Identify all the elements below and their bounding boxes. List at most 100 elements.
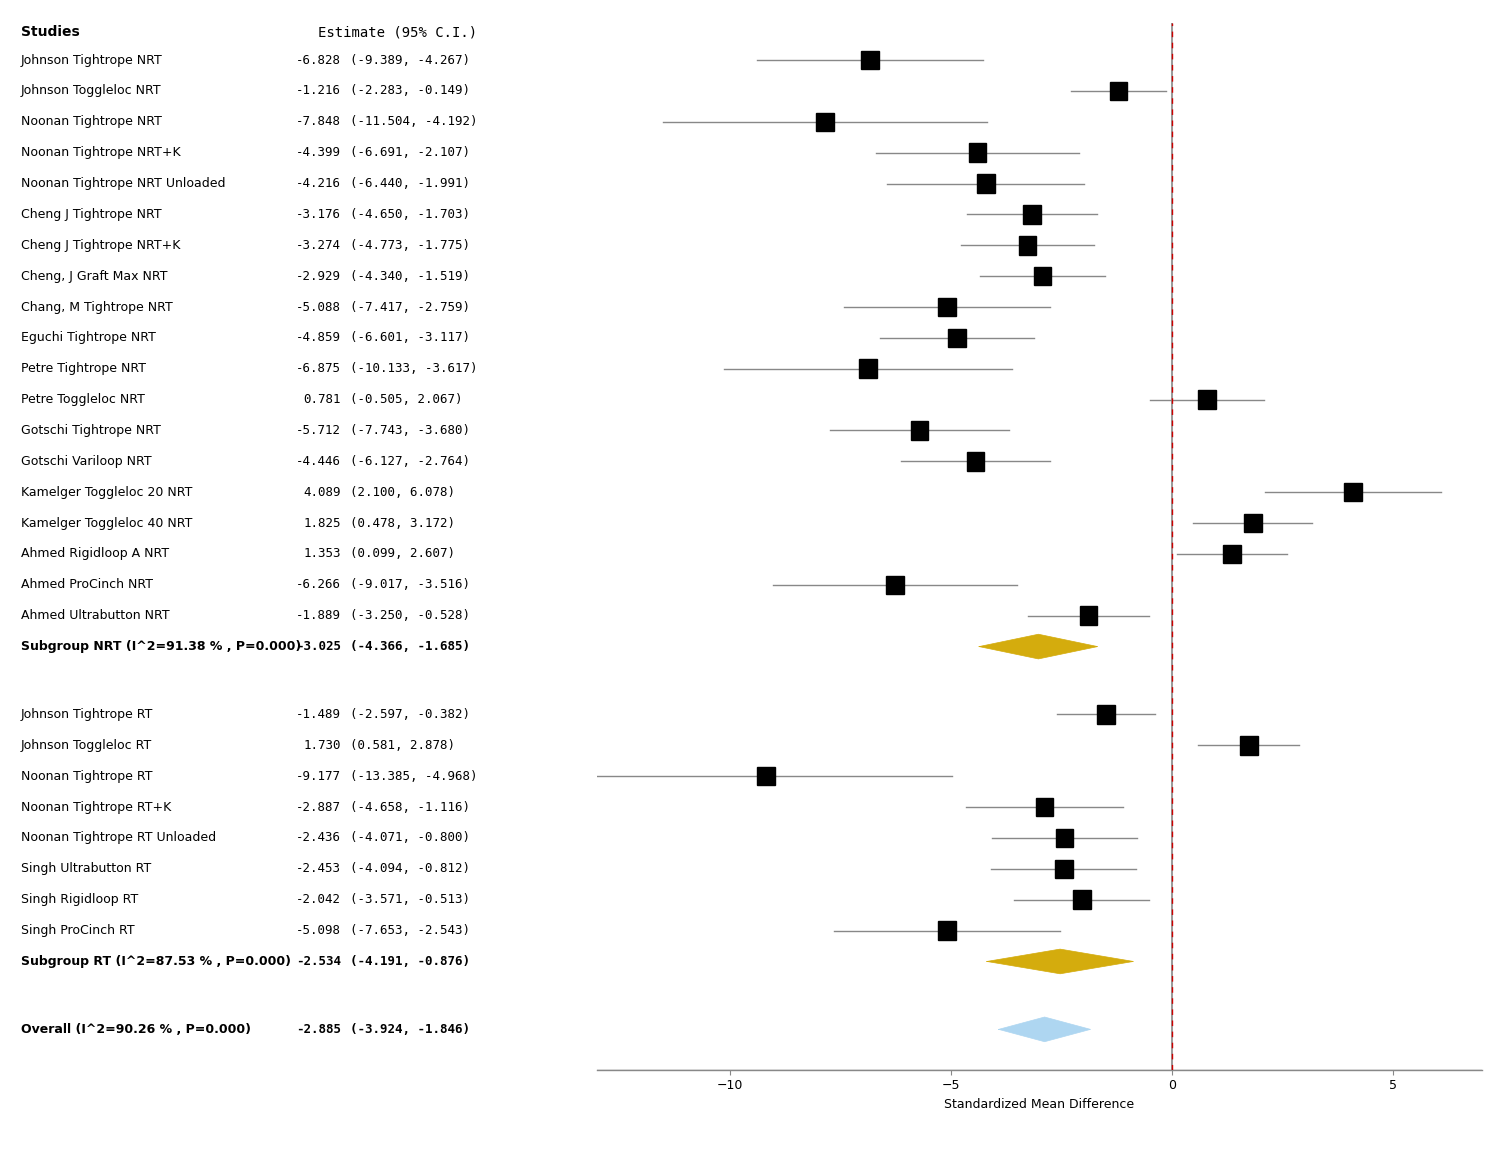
Text: (-13.385, -4.968): (-13.385, -4.968) <box>349 769 478 783</box>
Text: (2.100, 6.078): (2.100, 6.078) <box>349 485 455 499</box>
Polygon shape <box>980 635 1098 659</box>
Text: -3.274: -3.274 <box>296 239 342 252</box>
FancyBboxPatch shape <box>1223 545 1241 564</box>
Text: Petre Tightrope NRT: Petre Tightrope NRT <box>21 362 147 375</box>
Text: Petre Toggleloc NRT: Petre Toggleloc NRT <box>21 393 145 406</box>
Text: -4.859: -4.859 <box>296 331 342 344</box>
FancyBboxPatch shape <box>1055 829 1074 848</box>
FancyBboxPatch shape <box>1240 736 1258 754</box>
Text: (-3.250, -0.528): (-3.250, -0.528) <box>349 610 470 622</box>
Text: (-6.691, -2.107): (-6.691, -2.107) <box>349 146 470 159</box>
Text: -3.025: -3.025 <box>296 641 342 653</box>
FancyBboxPatch shape <box>948 329 966 347</box>
FancyBboxPatch shape <box>862 51 878 69</box>
Text: (-7.417, -2.759): (-7.417, -2.759) <box>349 300 470 314</box>
Text: (-3.924, -1.846): (-3.924, -1.846) <box>349 1022 470 1036</box>
Text: Cheng J Tightrope NRT: Cheng J Tightrope NRT <box>21 208 162 221</box>
Text: (-2.597, -0.382): (-2.597, -0.382) <box>349 708 470 721</box>
Text: (0.478, 3.172): (0.478, 3.172) <box>349 516 455 530</box>
Text: Estimate (95% C.I.): Estimate (95% C.I.) <box>318 25 476 39</box>
Text: -4.399: -4.399 <box>296 146 342 159</box>
Text: -6.828: -6.828 <box>296 54 342 67</box>
Text: (-2.283, -0.149): (-2.283, -0.149) <box>349 84 470 98</box>
Text: (-11.504, -4.192): (-11.504, -4.192) <box>349 115 478 129</box>
Text: -2.436: -2.436 <box>296 831 342 844</box>
FancyBboxPatch shape <box>1055 859 1072 879</box>
Text: -3.176: -3.176 <box>296 208 342 221</box>
Text: Ahmed Rigidloop A NRT: Ahmed Rigidloop A NRT <box>21 547 169 560</box>
Polygon shape <box>987 949 1134 974</box>
Text: Kamelger Toggleloc 40 NRT: Kamelger Toggleloc 40 NRT <box>21 516 192 530</box>
Text: (-0.505, 2.067): (-0.505, 2.067) <box>349 393 463 406</box>
FancyBboxPatch shape <box>1198 390 1216 409</box>
Text: (-4.366, -1.685): (-4.366, -1.685) <box>349 641 470 653</box>
Text: -7.848: -7.848 <box>296 115 342 129</box>
Text: 4.089: 4.089 <box>304 485 342 499</box>
Text: Subgroup RT (I^2=87.53 % , P=0.000): Subgroup RT (I^2=87.53 % , P=0.000) <box>21 954 290 968</box>
Text: (-4.071, -0.800): (-4.071, -0.800) <box>349 831 470 844</box>
Text: (-7.653, -2.543): (-7.653, -2.543) <box>349 925 470 937</box>
Text: -1.216: -1.216 <box>296 84 342 98</box>
Text: (-4.094, -0.812): (-4.094, -0.812) <box>349 862 470 875</box>
Text: -6.875: -6.875 <box>296 362 342 375</box>
Text: (-7.743, -3.680): (-7.743, -3.680) <box>349 424 470 437</box>
Text: (-10.133, -3.617): (-10.133, -3.617) <box>349 362 478 375</box>
Text: (-4.650, -1.703): (-4.650, -1.703) <box>349 208 470 221</box>
Text: -5.098: -5.098 <box>296 925 342 937</box>
FancyBboxPatch shape <box>1244 514 1261 532</box>
Text: Johnson Tightrope NRT: Johnson Tightrope NRT <box>21 54 163 67</box>
Text: Studies: Studies <box>21 25 80 39</box>
Text: Gotschi Variloop NRT: Gotschi Variloop NRT <box>21 455 151 468</box>
Polygon shape <box>998 1017 1090 1042</box>
Text: Overall (I^2=90.26 % , P=0.000): Overall (I^2=90.26 % , P=0.000) <box>21 1022 251 1036</box>
FancyBboxPatch shape <box>1074 890 1090 908</box>
Text: (-6.601, -3.117): (-6.601, -3.117) <box>349 331 470 344</box>
FancyBboxPatch shape <box>937 921 956 940</box>
Text: Chang, M Tightrope NRT: Chang, M Tightrope NRT <box>21 300 172 314</box>
Text: Cheng, J Graft Max NRT: Cheng, J Graft Max NRT <box>21 269 168 283</box>
Text: 1.730: 1.730 <box>304 738 342 752</box>
FancyBboxPatch shape <box>939 298 956 316</box>
FancyBboxPatch shape <box>1344 483 1362 501</box>
FancyBboxPatch shape <box>910 421 928 439</box>
Text: Subgroup NRT (I^2=91.38 % , P=0.000): Subgroup NRT (I^2=91.38 % , P=0.000) <box>21 641 301 653</box>
Text: -5.088: -5.088 <box>296 300 342 314</box>
Text: Johnson Toggleloc NRT: Johnson Toggleloc NRT <box>21 84 162 98</box>
FancyBboxPatch shape <box>1098 705 1116 723</box>
Text: Ahmed Ultrabutton NRT: Ahmed Ultrabutton NRT <box>21 610 169 622</box>
FancyBboxPatch shape <box>966 452 984 470</box>
Text: (-4.773, -1.775): (-4.773, -1.775) <box>349 239 470 252</box>
Text: -9.177: -9.177 <box>296 769 342 783</box>
Text: -2.887: -2.887 <box>296 800 342 813</box>
Text: Noonan Tightrope NRT Unloaded: Noonan Tightrope NRT Unloaded <box>21 177 225 190</box>
Text: Noonan Tightrope RT Unloaded: Noonan Tightrope RT Unloaded <box>21 831 216 844</box>
Text: 1.353: 1.353 <box>304 547 342 560</box>
FancyBboxPatch shape <box>758 767 776 785</box>
Text: -2.042: -2.042 <box>296 894 342 906</box>
Text: -1.889: -1.889 <box>296 610 342 622</box>
Text: -4.216: -4.216 <box>296 177 342 190</box>
Text: -6.266: -6.266 <box>296 578 342 591</box>
FancyBboxPatch shape <box>1019 236 1036 254</box>
Text: Gotschi Tightrope NRT: Gotschi Tightrope NRT <box>21 424 160 437</box>
Text: (-4.191, -0.876): (-4.191, -0.876) <box>349 954 470 968</box>
Text: Ahmed ProCinch NRT: Ahmed ProCinch NRT <box>21 578 153 591</box>
Text: Johnson Tightrope RT: Johnson Tightrope RT <box>21 708 153 721</box>
FancyBboxPatch shape <box>1036 798 1054 816</box>
Text: (-9.017, -3.516): (-9.017, -3.516) <box>349 578 470 591</box>
FancyBboxPatch shape <box>1110 82 1128 100</box>
Text: Johnson Toggleloc RT: Johnson Toggleloc RT <box>21 738 153 752</box>
FancyBboxPatch shape <box>1080 606 1098 624</box>
Text: -2.453: -2.453 <box>296 862 342 875</box>
Text: 1.825: 1.825 <box>304 516 342 530</box>
Text: -2.929: -2.929 <box>296 269 342 283</box>
Text: Noonan Tightrope NRT: Noonan Tightrope NRT <box>21 115 162 129</box>
Text: Singh Rigidloop RT: Singh Rigidloop RT <box>21 894 138 906</box>
Text: Cheng J Tightrope NRT+K: Cheng J Tightrope NRT+K <box>21 239 180 252</box>
Text: Singh Ultrabutton RT: Singh Ultrabutton RT <box>21 862 151 875</box>
Text: (0.099, 2.607): (0.099, 2.607) <box>349 547 455 560</box>
Text: 0.781: 0.781 <box>304 393 342 406</box>
Text: (0.581, 2.878): (0.581, 2.878) <box>349 738 455 752</box>
X-axis label: Standardized Mean Difference: Standardized Mean Difference <box>945 1098 1134 1111</box>
Text: -2.885: -2.885 <box>296 1022 342 1036</box>
